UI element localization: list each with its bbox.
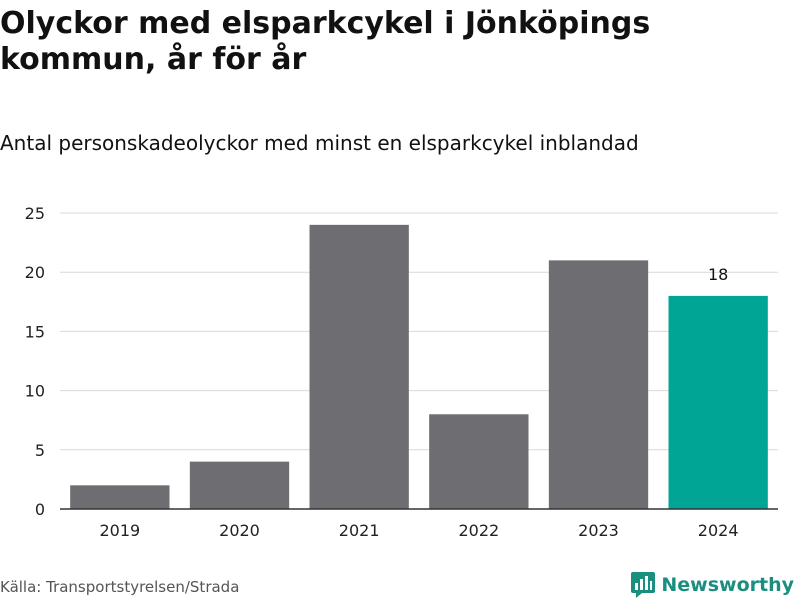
labels: 0 5 10 15 20 25 2019 2020 2021 2022 2023 2024 18	[25, 204, 739, 540]
x-tick-label: 2019	[99, 521, 140, 540]
newsworthy-logo-icon	[631, 572, 656, 598]
data-label-2024: 18	[708, 265, 728, 284]
x-tick-label: 2024	[698, 521, 739, 540]
bar-chart: 0 5 10 15 20 25 2019 2020 2021 2022 2023 2024 18	[25, 204, 778, 540]
x-tick-label: 2021	[339, 521, 380, 540]
x-tick-label: 2023	[578, 521, 619, 540]
x-tick-label: 2020	[219, 521, 260, 540]
x-tick-label: 2022	[458, 521, 499, 540]
chart-subtitle: Antal personskadeolyckor med minst en el…	[0, 131, 639, 155]
bar-2024	[668, 295, 768, 509]
source-note: Källa: Transportstyrelsen/Strada	[0, 578, 240, 596]
bar-2022	[429, 414, 529, 509]
bar-2020	[189, 461, 290, 509]
y-tick-label: 20	[25, 263, 45, 282]
chart-title: Olyckor med elsparkcykel i Jönköpings ko…	[0, 6, 651, 77]
y-tick-label: 15	[25, 322, 45, 341]
bars	[70, 224, 768, 509]
brand-name: Newsworthy	[661, 574, 794, 596]
y-tick-label: 10	[25, 382, 45, 401]
bar-2019	[70, 485, 170, 509]
bar-2021	[309, 224, 409, 509]
y-tick-label: 5	[35, 441, 45, 460]
y-tick-label: 25	[25, 204, 45, 223]
gridlines	[60, 212, 778, 451]
newsworthy-logo: Newsworthy	[631, 570, 794, 600]
y-tick-label: 0	[35, 500, 45, 519]
bar-2023	[548, 260, 649, 509]
